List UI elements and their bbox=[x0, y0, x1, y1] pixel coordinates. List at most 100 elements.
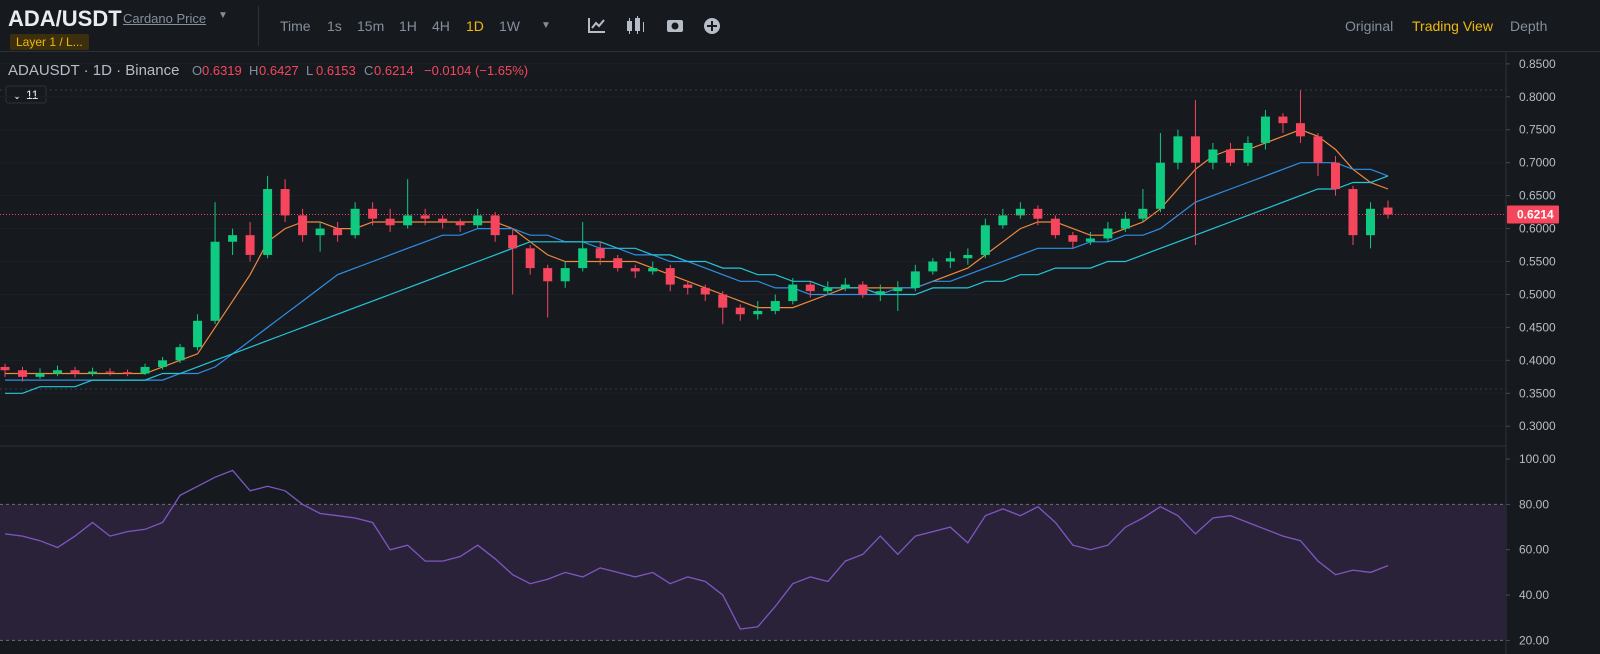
y-tick-label: 0.5000 bbox=[1519, 287, 1556, 301]
view-button[interactable]: Trading View bbox=[1412, 18, 1493, 34]
candle-body bbox=[35, 373, 45, 377]
change-label: −0.0104 (−1.65%) bbox=[424, 63, 528, 78]
indicator-icon[interactable] bbox=[588, 18, 605, 33]
y-tick-label: 0.7500 bbox=[1519, 123, 1556, 137]
candle-body bbox=[1365, 208, 1375, 236]
candle-body bbox=[508, 235, 518, 249]
ohlc-key: C bbox=[364, 63, 373, 78]
candle-body bbox=[333, 228, 343, 236]
candle-body bbox=[998, 215, 1008, 226]
add-icon[interactable] bbox=[704, 18, 720, 34]
last-price-label: 0.6214 bbox=[1517, 207, 1554, 221]
candle-body bbox=[0, 366, 10, 371]
candle-body bbox=[88, 371, 98, 374]
candle-body bbox=[473, 215, 483, 226]
candle-body bbox=[1330, 162, 1340, 190]
candle-body bbox=[543, 268, 553, 282]
symbol-label: ADAUSDT · 1D · Binance bbox=[8, 62, 179, 79]
candle-body bbox=[735, 307, 745, 315]
candle-body bbox=[560, 268, 570, 282]
candle-body bbox=[1085, 238, 1095, 242]
moving-average bbox=[5, 162, 1389, 381]
candle-body bbox=[770, 301, 780, 311]
time-button[interactable]: Time bbox=[280, 18, 311, 34]
divider bbox=[258, 6, 259, 46]
interval-button[interactable]: 4H bbox=[432, 18, 450, 34]
header: ADA/USDT Cardano Price ▼ Layer 1 / L... … bbox=[0, 0, 1600, 52]
candle-body bbox=[630, 268, 640, 272]
candle-body bbox=[123, 372, 133, 374]
rsi-band bbox=[0, 504, 1506, 641]
interval-button[interactable]: 1s bbox=[327, 18, 342, 34]
candle-body bbox=[490, 215, 500, 236]
ohlc-key: H bbox=[249, 63, 258, 78]
candle-body bbox=[70, 370, 80, 374]
candle-body bbox=[1313, 136, 1323, 163]
interval-button[interactable]: 1W bbox=[499, 18, 520, 34]
candle-body bbox=[175, 347, 185, 361]
category-tag[interactable]: Layer 1 / L... bbox=[10, 34, 89, 50]
ohlc-value: 0.6153 bbox=[316, 63, 356, 78]
candle-body bbox=[945, 258, 955, 262]
view-button[interactable]: Depth bbox=[1510, 18, 1548, 34]
candle-body bbox=[1138, 208, 1148, 219]
candle-body bbox=[665, 268, 675, 285]
candle-icon[interactable] bbox=[627, 16, 644, 34]
candle-body bbox=[648, 268, 658, 272]
tool-icons bbox=[588, 16, 720, 34]
candle-body bbox=[1173, 136, 1183, 163]
more-intervals[interactable]: ▼ bbox=[541, 20, 551, 31]
last-price-box bbox=[1507, 205, 1559, 224]
interval-button[interactable]: 1D bbox=[466, 18, 484, 34]
candle-body bbox=[53, 370, 63, 374]
indicator-toggle[interactable] bbox=[5, 85, 47, 104]
candle-body bbox=[805, 284, 815, 292]
candle-body bbox=[753, 310, 763, 315]
candle-body bbox=[18, 370, 28, 377]
ohlc-key: L bbox=[306, 63, 313, 78]
candle-body bbox=[403, 215, 413, 226]
candle-body bbox=[385, 218, 395, 226]
candle-body bbox=[1103, 228, 1113, 239]
pair-title: ADA/USDT bbox=[8, 6, 122, 31]
y-tick-label: 0.5500 bbox=[1519, 255, 1556, 269]
candle-body bbox=[823, 287, 833, 292]
candle-body bbox=[840, 284, 850, 288]
interval-button[interactable]: 15m bbox=[357, 18, 385, 34]
candle-body bbox=[350, 208, 360, 236]
candle-body bbox=[718, 294, 728, 308]
indicator-count[interactable]: 11 bbox=[26, 88, 39, 102]
candle-body bbox=[1295, 123, 1305, 137]
candle-body bbox=[1190, 136, 1200, 163]
y-tick-label: 0.7000 bbox=[1519, 156, 1556, 170]
coin-link[interactable]: Cardano Price bbox=[123, 11, 207, 26]
candle-body bbox=[1050, 218, 1060, 236]
candle-body bbox=[158, 360, 168, 367]
candle-body bbox=[1155, 162, 1165, 209]
candle-body bbox=[245, 235, 255, 255]
candle-body bbox=[1225, 149, 1235, 163]
ohlc-value: 0.6214 bbox=[374, 63, 414, 78]
candle-body bbox=[700, 287, 710, 295]
candle-body bbox=[228, 235, 238, 242]
candle-body bbox=[963, 254, 973, 259]
candle-body bbox=[368, 208, 378, 219]
y-tick-label: 100.00 bbox=[1519, 452, 1556, 466]
dropdown-caret[interactable]: ▼ bbox=[218, 10, 228, 21]
y-tick-label: 0.4500 bbox=[1519, 320, 1556, 334]
toggle-caret: ⌄ bbox=[12, 88, 22, 102]
camera-icon[interactable] bbox=[667, 20, 683, 32]
ohlc-value: 0.6427 bbox=[259, 63, 299, 78]
moving-average bbox=[5, 129, 1389, 375]
interval-button[interactable]: 1H bbox=[399, 18, 417, 34]
moving-average bbox=[5, 175, 1389, 394]
ohlc-value: 0.6319 bbox=[202, 63, 242, 78]
chart: ⌄ 11 0.3000 0.3500 0.4000 0.4500 0.5000 0.550… bbox=[0, 52, 1600, 654]
candle-body bbox=[420, 215, 430, 219]
candle-body bbox=[455, 221, 465, 226]
candle-body bbox=[1120, 218, 1130, 229]
view-button[interactable]: Original bbox=[1345, 18, 1394, 34]
